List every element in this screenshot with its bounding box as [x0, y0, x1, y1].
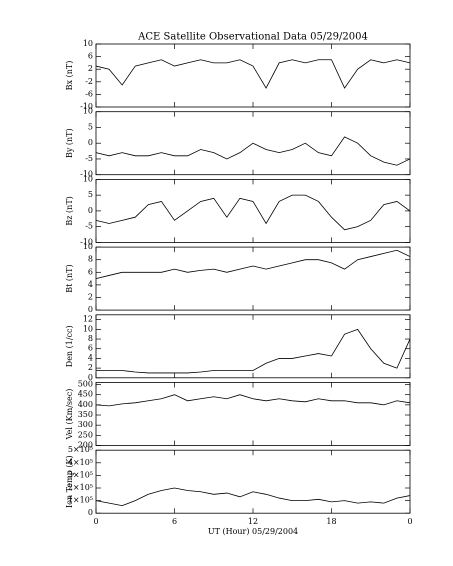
y-tick-label: 5	[88, 190, 93, 199]
y-axis-label: By (nT)	[65, 128, 74, 158]
y-tick-label: 5	[88, 122, 93, 131]
data-line	[95, 136, 411, 166]
y-tick-label: 200	[78, 441, 93, 450]
y-tick-label: 5×10⁵	[68, 445, 93, 454]
y-tick-label: -10	[80, 170, 93, 179]
data-line	[96, 328, 411, 374]
data-line	[95, 59, 411, 89]
y-tick-label: 6	[88, 267, 93, 276]
y-tick-label: 2×10⁵	[68, 483, 93, 492]
y-tick-label: 10	[83, 107, 93, 116]
y-tick-label: 3×10⁵	[68, 470, 93, 479]
y-tick-label: 250	[78, 430, 93, 439]
data-line	[95, 487, 411, 507]
x-axis-label: UT (Hour) 05/29/2004	[208, 527, 298, 536]
y-axis-label: Bz (nT)	[65, 196, 74, 225]
y-tick-label: 0	[88, 206, 93, 215]
y-tick-label: 0	[88, 373, 93, 382]
x-tick-label: 18	[326, 517, 336, 526]
y-tick-label: 10	[83, 39, 93, 48]
y-tick-label: 400	[78, 400, 93, 409]
y-tick-label: 6	[88, 52, 93, 61]
y-tick-label: -2	[85, 77, 93, 86]
y-tick-label: 0	[88, 508, 93, 517]
panel-frame	[95, 449, 411, 514]
panel-frame	[95, 382, 411, 446]
y-tick-label: 450	[78, 390, 93, 399]
data-line	[95, 394, 411, 407]
y-axis-label: Bx (nT)	[65, 61, 74, 91]
panel-frame	[95, 314, 411, 379]
y-tick-label: 2	[88, 363, 93, 372]
y-tick-label: -10	[80, 102, 93, 111]
x-tick-label: 0	[407, 517, 412, 526]
y-tick-label: 4	[88, 280, 93, 289]
y-tick-label: 4×10⁵	[68, 458, 93, 467]
chart-title: ACE Satellite Observational Data 05/29/2…	[137, 32, 368, 43]
y-tick-label: 1×10⁵	[68, 496, 93, 505]
y-axis-label: Bt (nT)	[65, 264, 74, 292]
y-tick-label: 10	[83, 324, 93, 333]
y-axis-label: Den (1/cc)	[65, 325, 74, 367]
x-tick-label: 6	[172, 517, 177, 526]
y-tick-label: 12	[83, 315, 93, 324]
y-tick-label: -5	[85, 222, 93, 231]
y-tick-label: 500	[78, 380, 93, 389]
y-tick-label: 10	[83, 174, 93, 183]
y-tick-label: 2	[88, 64, 93, 73]
y-axis-label: Ion Temp (K)	[65, 455, 74, 508]
y-axis-label: Vel (Km/sec)	[65, 389, 74, 441]
y-tick-label: 4	[88, 353, 93, 362]
data-line	[95, 194, 411, 231]
y-tick-label: -10	[80, 237, 93, 246]
y-tick-label: 300	[78, 420, 93, 429]
y-tick-label: 0	[88, 305, 93, 314]
y-tick-label: 350	[78, 410, 93, 419]
y-tick-label: 8	[88, 255, 93, 264]
x-tick-label: 0	[93, 517, 98, 526]
y-tick-label: 8	[88, 334, 93, 343]
y-tick-label: 10	[83, 242, 93, 251]
x-tick-label: 12	[248, 517, 258, 526]
y-tick-label: -6	[85, 89, 93, 98]
y-tick-label: 2	[88, 293, 93, 302]
panel-frame	[95, 178, 411, 243]
data-line	[95, 249, 411, 279]
y-tick-label: 6	[88, 344, 93, 353]
panel-frame	[95, 43, 411, 108]
y-tick-label: 0	[88, 138, 93, 147]
panel-frame	[95, 246, 411, 311]
y-tick-label: -5	[85, 154, 93, 163]
